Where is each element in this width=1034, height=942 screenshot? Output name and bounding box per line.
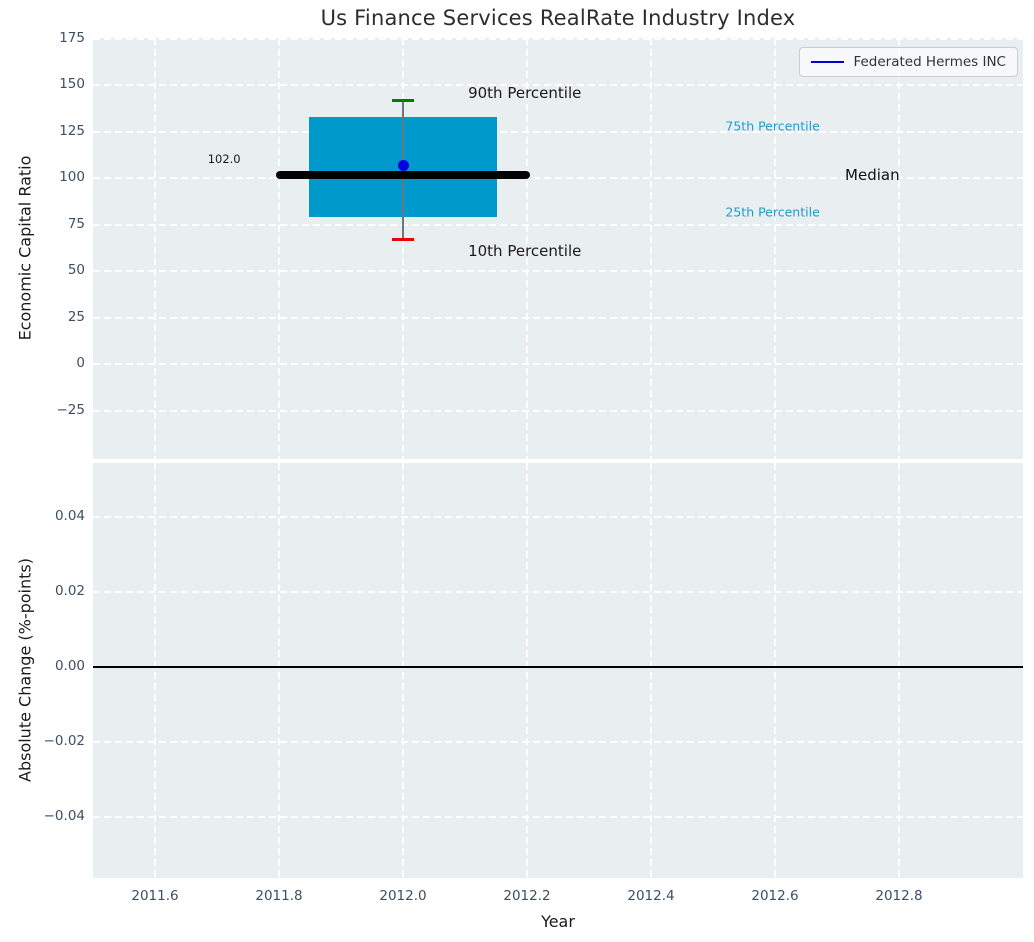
legend: Federated Hermes INC xyxy=(799,47,1018,77)
x-tick-label: 2012.2 xyxy=(503,888,551,904)
legend-line-swatch xyxy=(811,61,845,63)
y-tick-label: 25 xyxy=(67,308,85,325)
h-gridline xyxy=(93,815,1023,818)
y-tick-label: −0.02 xyxy=(43,732,85,749)
v-gridline xyxy=(402,38,404,459)
annotation: 90th Percentile xyxy=(468,83,582,102)
p90-cap xyxy=(392,98,414,103)
y-tick-label: 175 xyxy=(59,29,85,46)
annotation: 102.0 xyxy=(207,151,241,166)
h-gridline xyxy=(93,409,1023,412)
y-tick-label: 100 xyxy=(59,169,85,186)
x-tick-label: 2012.0 xyxy=(379,888,427,904)
bottom-plot-area xyxy=(93,463,1023,878)
h-gridline xyxy=(93,316,1023,319)
top-plot-area: 90th Percentile 10th Percentile 102.0 75th … xyxy=(93,38,1023,459)
v-gridline xyxy=(278,463,280,878)
v-gridline xyxy=(526,38,528,459)
h-gridline xyxy=(93,363,1023,366)
x-tick-label: 2011.6 xyxy=(131,888,179,904)
y-tick-label: −25 xyxy=(56,401,86,418)
v-gridline xyxy=(774,38,776,459)
x-axis-label: Year xyxy=(541,912,575,931)
chart-title: Us Finance Services RealRate Industry In… xyxy=(320,6,796,30)
v-gridline xyxy=(898,38,900,459)
h-gridline xyxy=(93,590,1023,593)
v-gridline xyxy=(278,38,280,459)
x-tick-label: 2012.6 xyxy=(751,888,799,904)
annotation: 75th Percentile xyxy=(725,118,820,134)
y-tick-label: 0.02 xyxy=(54,582,85,599)
h-gridline xyxy=(93,223,1023,226)
y-tick-label: 75 xyxy=(67,215,85,232)
h-gridline xyxy=(93,84,1023,87)
v-gridline xyxy=(774,463,776,878)
h-gridline xyxy=(93,740,1023,743)
x-tick-label: 2011.8 xyxy=(255,888,303,904)
h-gridline xyxy=(93,270,1023,273)
y-tick-label: 0 xyxy=(76,355,85,372)
y-tick-label: 50 xyxy=(67,262,85,279)
y-tick-label: 125 xyxy=(59,122,85,139)
v-gridline xyxy=(526,463,528,878)
annotation: 25th Percentile xyxy=(725,204,820,220)
v-gridline xyxy=(650,38,652,459)
x-tick-label: 2012.4 xyxy=(627,888,675,904)
h-gridline xyxy=(93,177,1023,180)
v-gridline xyxy=(154,463,156,878)
y-tick-label: 0.00 xyxy=(54,657,85,674)
annotation: Median xyxy=(845,165,900,184)
p10-cap xyxy=(392,237,414,242)
company-data-point xyxy=(397,159,409,171)
v-gridline xyxy=(898,463,900,878)
y-tick-label: 0.04 xyxy=(54,507,85,524)
v-gridline xyxy=(650,463,652,878)
y-tick-label: −0.04 xyxy=(43,807,85,824)
v-gridline xyxy=(402,463,404,878)
v-gridline xyxy=(154,38,156,459)
h-gridline xyxy=(93,515,1023,518)
legend-label: Federated Hermes INC xyxy=(853,54,1006,70)
median-line xyxy=(275,170,531,179)
y-tick-label: 150 xyxy=(59,76,85,93)
h-gridline xyxy=(93,130,1023,133)
x-tick-label: 2012.8 xyxy=(875,888,923,904)
annotation: 10th Percentile xyxy=(468,241,582,260)
h-gridline xyxy=(93,38,1023,40)
zero-reference-line xyxy=(93,665,1023,668)
